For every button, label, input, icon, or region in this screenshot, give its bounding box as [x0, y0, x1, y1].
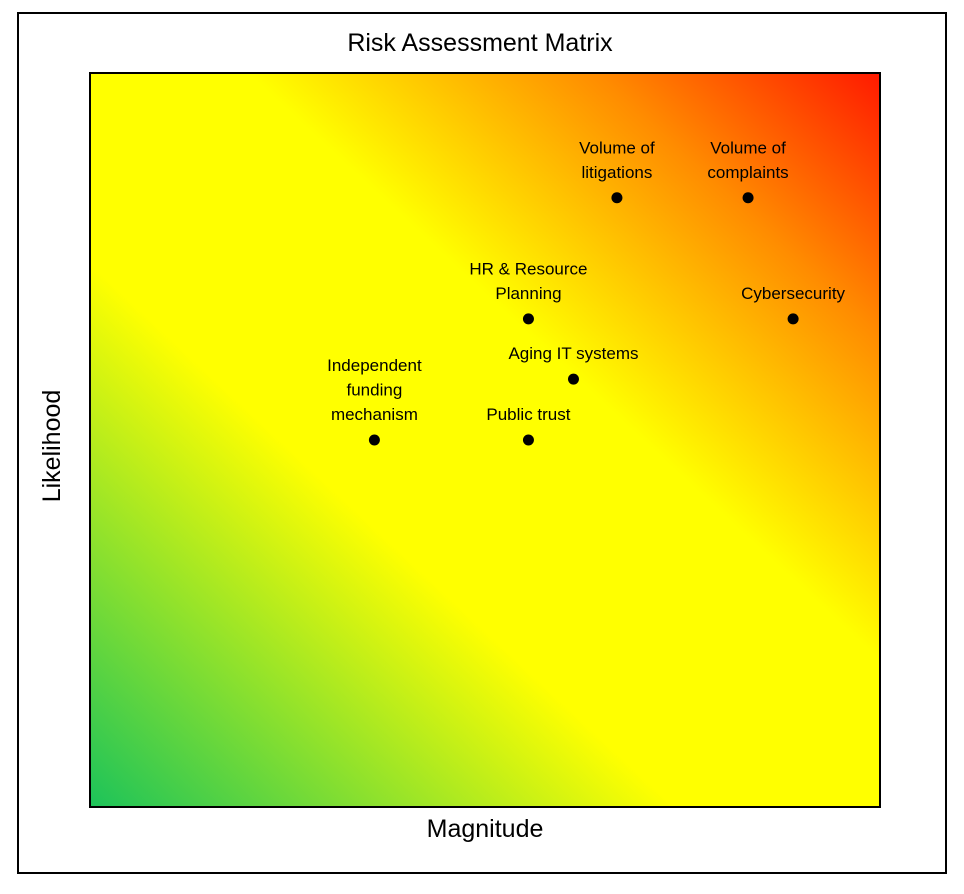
point-label: Volume of complaints: [707, 138, 788, 182]
point-label-line: Volume of: [579, 138, 655, 157]
point-label: Public trust: [486, 405, 570, 424]
point-marker: [522, 313, 534, 325]
point-label-line: mechanism: [331, 405, 418, 424]
point-marker: [787, 313, 799, 325]
point-marker: [522, 434, 534, 446]
point-label-line: Public trust: [486, 405, 570, 424]
point-label-line: Cybersecurity: [741, 284, 845, 303]
data-point: Volume of litigations: [579, 138, 655, 204]
point-label-line: HR & Resource: [469, 259, 587, 278]
point-label: HR & Resource Planning: [469, 259, 587, 303]
data-points: Volume of litigations Volume of complaints H…: [327, 138, 846, 446]
y-axis-label: Likelihood: [38, 390, 66, 503]
point-marker: [567, 373, 579, 385]
data-point: Volume of complaints: [707, 138, 789, 204]
chart-title: Risk Assessment Matrix: [347, 29, 613, 57]
point-label-line: Volume of: [710, 138, 786, 157]
point-label-line: Aging IT systems: [508, 344, 638, 363]
point-label-line: funding: [347, 381, 403, 400]
point-marker: [742, 192, 754, 204]
point-label: Aging IT systems: [508, 344, 638, 363]
point-label-line: Independent: [327, 356, 422, 375]
data-point: Cybersecurity: [741, 284, 846, 325]
plot-area: [89, 72, 881, 808]
data-point: Independent funding mechanism: [327, 356, 422, 446]
point-label-line: Planning: [495, 284, 561, 303]
point-label-line: litigations: [581, 163, 652, 182]
point-marker: [611, 192, 623, 204]
point-label-line: complaints: [707, 163, 788, 182]
point-label: Cybersecurity: [741, 284, 845, 303]
point-marker: [368, 434, 380, 446]
point-label: Volume of litigations: [579, 138, 655, 182]
x-axis-label: Magnitude: [427, 815, 544, 843]
data-point: HR & Resource Planning: [469, 259, 588, 325]
data-point: Public trust: [486, 405, 571, 446]
data-point: Aging IT systems: [508, 344, 639, 385]
point-label: Independent funding mechanism: [327, 356, 422, 424]
